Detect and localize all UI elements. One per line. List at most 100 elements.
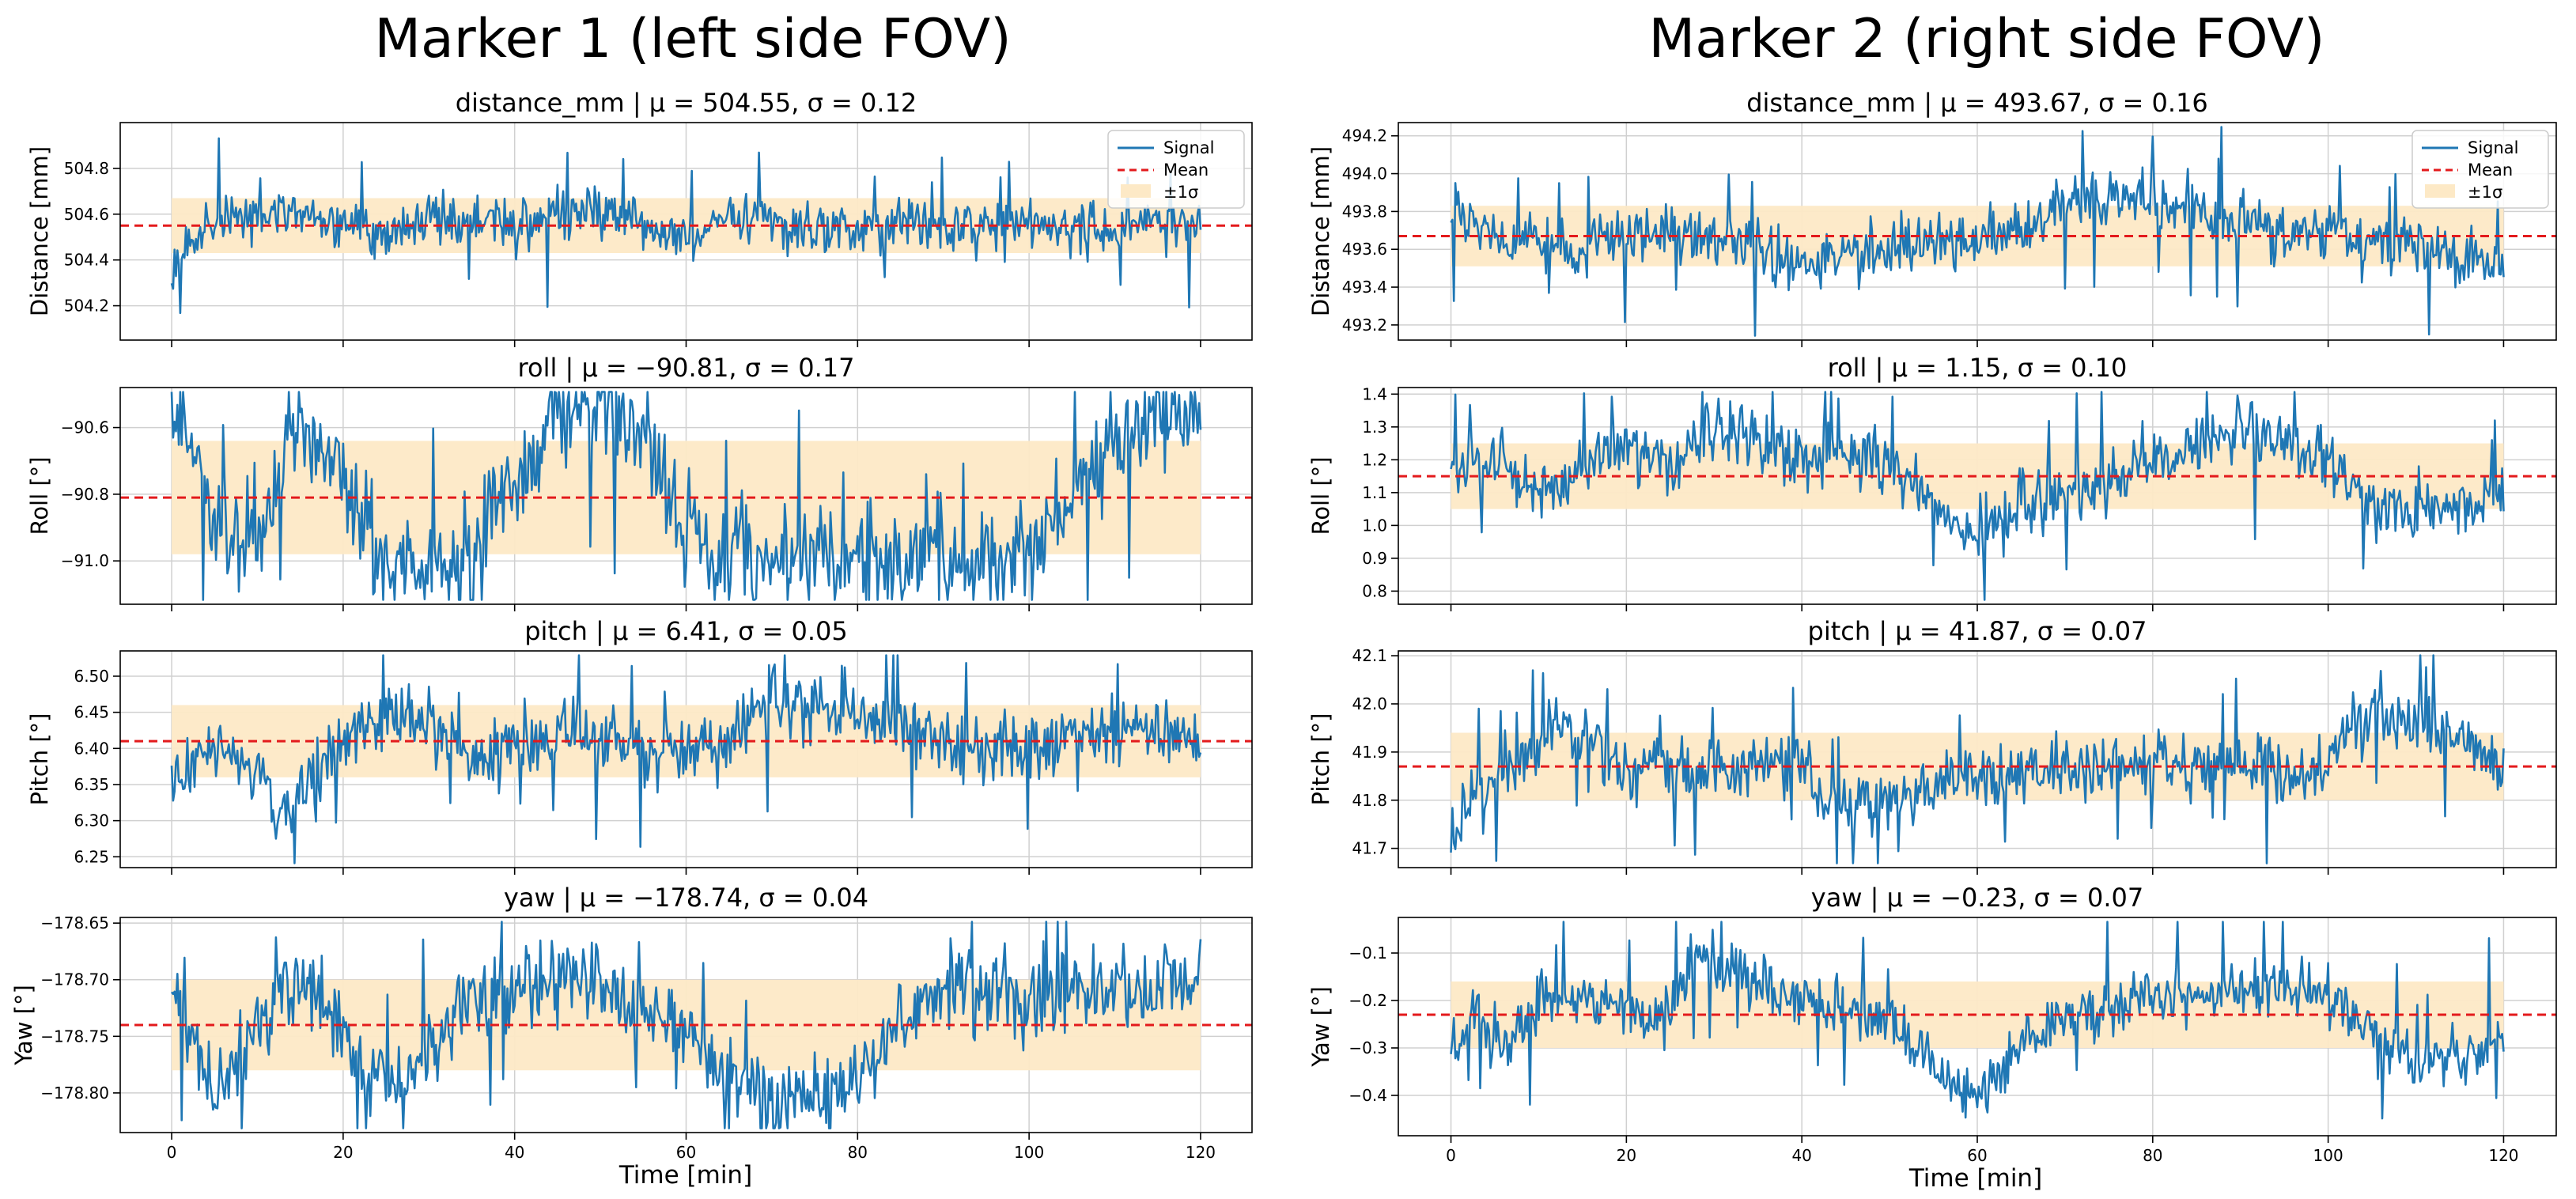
y-tick-label: 1.1 bbox=[1362, 483, 1387, 502]
y-axis-label: Yaw [°] bbox=[1307, 986, 1334, 1068]
y-tick-label: 6.25 bbox=[74, 847, 109, 866]
x-tick-label: 100 bbox=[2313, 1146, 2343, 1165]
m2-distance-panel: 493.2 493.4 493.6 493.8 494.0 494.2 distance_m… bbox=[1307, 88, 2557, 347]
y-axis-label: Pitch [°] bbox=[26, 713, 53, 806]
signal-line bbox=[170, 391, 1202, 601]
x-tick-label: 100 bbox=[1014, 1143, 1044, 1162]
y-axis-label: Distance [mm] bbox=[1307, 146, 1334, 316]
legend: Signal Mean ±1σ bbox=[1107, 130, 1245, 209]
y-tick-label: 42.0 bbox=[1352, 694, 1387, 713]
y-tick-label: −90.8 bbox=[61, 485, 109, 504]
legend-band-label: ±1σ bbox=[2468, 183, 2502, 202]
m2-yaw-panel: 0 20 40 60 80 100 120 −0.4 −0.3 −0.2 −0.1 yaw | μ =… bbox=[1307, 883, 2557, 1165]
y-axis-label: Distance [mm] bbox=[26, 146, 53, 316]
y-tick-label: 0.8 bbox=[1362, 581, 1387, 600]
marker1-xlabel: Time [min] bbox=[618, 1161, 752, 1190]
subplot-title: roll | μ = 1.15, σ = 0.10 bbox=[1828, 353, 2128, 383]
x-tick-label: 80 bbox=[848, 1143, 868, 1162]
y-tick-label: 41.8 bbox=[1352, 791, 1387, 810]
legend: Signal Mean ±1σ bbox=[2411, 130, 2549, 209]
y-tick-label: 504.4 bbox=[64, 251, 109, 270]
m1-roll-panel: −91.0 −90.8 −90.6 roll | μ = −90.81, σ = 0.… bbox=[26, 353, 1253, 611]
signal-line bbox=[1450, 654, 2505, 864]
subplot-title: yaw | μ = −178.74, σ = 0.04 bbox=[504, 883, 868, 913]
legend-mean-label: Mean bbox=[2468, 161, 2513, 180]
legend-band-swatch bbox=[1121, 184, 1151, 198]
y-tick-label: 6.40 bbox=[74, 739, 109, 758]
y-tick-label: −178.75 bbox=[40, 1027, 109, 1046]
y-tick-label: 1.2 bbox=[1362, 450, 1387, 469]
y-tick-label: 41.9 bbox=[1352, 743, 1387, 762]
m1-pitch-panel: 6.25 6.30 6.35 6.40 6.45 6.50 pitch | μ = 6.41… bbox=[26, 616, 1253, 875]
x-tick-label: 120 bbox=[1186, 1143, 1216, 1162]
x-tick-label: 120 bbox=[2488, 1146, 2518, 1165]
x-tick-label: 0 bbox=[1446, 1146, 1456, 1165]
y-tick-label: 494.0 bbox=[1342, 165, 1387, 183]
y-tick-label: 0.9 bbox=[1362, 549, 1387, 568]
y-tick-label: 6.30 bbox=[74, 811, 109, 830]
signal-line bbox=[1450, 921, 2505, 1120]
y-tick-label: 6.35 bbox=[74, 775, 109, 794]
y-tick-label: 6.50 bbox=[74, 667, 109, 686]
y-tick-label: 494.2 bbox=[1342, 127, 1387, 146]
signal-line bbox=[170, 921, 1202, 1129]
legend-signal-label: Signal bbox=[1163, 138, 1215, 157]
y-axis-label: Roll [°] bbox=[1307, 456, 1334, 535]
y-tick-label: 493.8 bbox=[1342, 202, 1387, 221]
x-tick-label: 80 bbox=[2143, 1146, 2162, 1165]
y-tick-label: 6.45 bbox=[74, 703, 109, 722]
y-tick-label: 1.3 bbox=[1362, 418, 1387, 437]
x-tick-label: 40 bbox=[1791, 1146, 1811, 1165]
subplot-title: roll | μ = −90.81, σ = 0.17 bbox=[518, 353, 855, 383]
y-tick-label: −90.6 bbox=[61, 418, 109, 437]
y-tick-label: 493.4 bbox=[1342, 278, 1387, 297]
y-tick-label: 493.2 bbox=[1342, 316, 1387, 335]
y-tick-label: −91.0 bbox=[61, 551, 109, 570]
y-tick-label: 1.0 bbox=[1362, 516, 1387, 535]
m2-roll-panel: 0.8 0.9 1.0 1.1 1.2 1.3 1.4 roll | μ = 1.15, σ … bbox=[1307, 353, 2557, 611]
signal-line bbox=[170, 137, 1202, 315]
y-tick-label: 41.7 bbox=[1352, 839, 1387, 858]
subplot-title: pitch | μ = 6.41, σ = 0.05 bbox=[524, 616, 848, 646]
legend-band-label: ±1σ bbox=[1163, 183, 1198, 202]
marker2-xlabel: Time [min] bbox=[1908, 1164, 2042, 1193]
y-tick-label: −0.2 bbox=[1349, 991, 1387, 1010]
subplot-title: distance_mm | μ = 493.67, σ = 0.16 bbox=[1746, 88, 2208, 118]
legend-band-swatch bbox=[2425, 184, 2455, 198]
y-tick-label: −0.3 bbox=[1349, 1038, 1387, 1057]
m1-yaw-panel: 0 20 40 60 80 100 120 −178.80 −178.75 −178.70 −178… bbox=[10, 883, 1253, 1162]
y-tick-label: −178.70 bbox=[40, 970, 109, 989]
subplot-title: distance_mm | μ = 504.55, σ = 0.12 bbox=[456, 88, 917, 118]
legend-signal-label: Signal bbox=[2468, 138, 2519, 157]
marker2-column-title: Marker 2 (right side FOV) bbox=[1649, 8, 2325, 70]
y-tick-label: −0.1 bbox=[1349, 944, 1387, 963]
subplot-title: yaw | μ = −0.23, σ = 0.07 bbox=[1811, 883, 2143, 913]
y-tick-label: 504.8 bbox=[64, 159, 109, 178]
y-tick-label: 42.1 bbox=[1352, 646, 1387, 665]
y-axis-label: Yaw [°] bbox=[10, 985, 37, 1066]
x-tick-label: 60 bbox=[1967, 1146, 1987, 1165]
marker1-column-title: Marker 1 (left side FOV) bbox=[374, 8, 1011, 70]
y-tick-label: 493.6 bbox=[1342, 240, 1387, 259]
signal-line bbox=[170, 654, 1202, 864]
y-tick-label: −0.4 bbox=[1349, 1086, 1387, 1105]
y-tick-label: 1.4 bbox=[1362, 384, 1387, 403]
x-tick-label: 60 bbox=[676, 1143, 696, 1162]
y-tick-label: −178.80 bbox=[40, 1084, 109, 1103]
m1-distance-panel: 504.2 504.4 504.6 504.8 distance_mm | μ = 50… bbox=[26, 88, 1253, 347]
x-tick-label: 20 bbox=[1617, 1146, 1636, 1165]
y-axis-label: Pitch [°] bbox=[1307, 713, 1334, 806]
legend-mean-label: Mean bbox=[1163, 161, 1209, 180]
x-tick-label: 40 bbox=[505, 1143, 524, 1162]
x-tick-label: 20 bbox=[333, 1143, 353, 1162]
signal-line bbox=[1450, 126, 2505, 337]
subplot-title: pitch | μ = 41.87, σ = 0.07 bbox=[1808, 616, 2147, 646]
y-tick-label: 504.6 bbox=[64, 205, 109, 224]
y-tick-label: −178.65 bbox=[40, 913, 109, 932]
m2-pitch-panel: 41.7 41.8 41.9 42.0 42.1 pitch | μ = 41.87, σ… bbox=[1307, 616, 2557, 875]
x-tick-label: 0 bbox=[167, 1143, 177, 1162]
signal-line bbox=[1450, 391, 2505, 601]
y-axis-label: Roll [°] bbox=[26, 456, 53, 535]
y-tick-label: 504.2 bbox=[64, 297, 109, 316]
